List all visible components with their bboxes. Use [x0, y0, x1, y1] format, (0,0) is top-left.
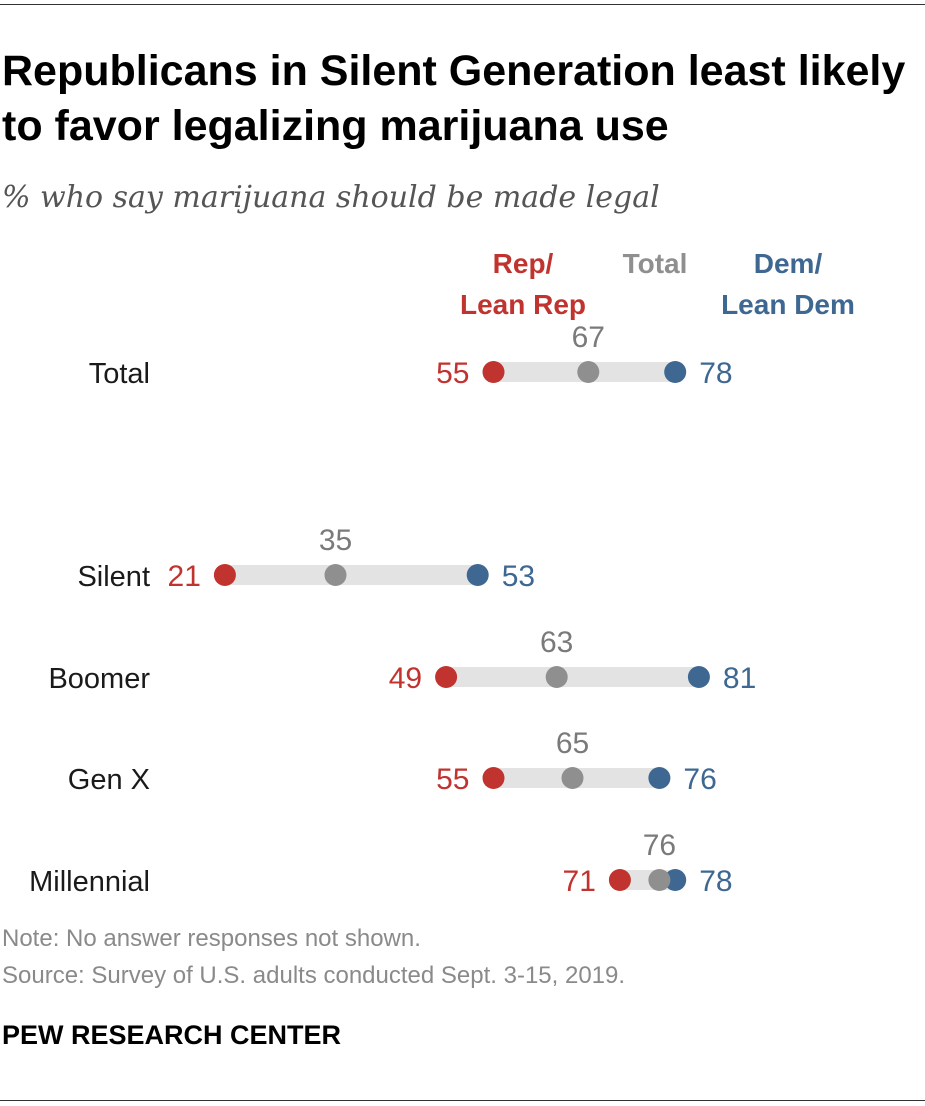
total-dot-boomer — [545, 666, 568, 688]
total-value-silent: 35 — [319, 524, 352, 557]
dem-dot-gen-x — [648, 767, 671, 789]
dem-value-silent: 53 — [502, 560, 535, 593]
category-label-millennial: Millennial — [29, 866, 150, 898]
dem-value-millennial: 78 — [699, 865, 732, 898]
dem-value-gen-x: 76 — [683, 763, 716, 796]
dem-dot-total — [664, 361, 687, 383]
rep-value-silent: 21 — [168, 560, 201, 593]
rep-dot-silent — [213, 564, 236, 586]
total-dot-total — [577, 361, 600, 383]
rep-dot-millennial — [608, 869, 631, 891]
rep-value-boomer: 49 — [389, 662, 422, 695]
dem-dot-boomer — [687, 666, 710, 688]
chart-source: Source: Survey of U.S. adults conducted … — [2, 962, 626, 989]
total-value-millennial: 76 — [643, 829, 676, 862]
legend-label-rep: Rep/ — [493, 248, 554, 279]
legend-label-dem: Lean Dem — [721, 289, 855, 320]
chart-title: Republicans in Silent Generation least l… — [2, 47, 906, 150]
dem-value-total: 78 — [699, 357, 732, 390]
brand-logo: PEW RESEARCH CENTER — [2, 1020, 342, 1050]
rep-dot-boomer — [435, 666, 458, 688]
legend-label-dem: Dem/ — [754, 248, 823, 279]
dem-value-boomer: 81 — [723, 662, 756, 695]
chart-note: Note: No answer responses not shown. — [2, 925, 421, 952]
dem-dot-silent — [466, 564, 489, 586]
dot-chart: Rep/Lean Rep Total Dem/Lean Dem Total 55 78 67… — [29, 248, 855, 898]
total-dot-millennial — [648, 869, 671, 891]
rep-value-gen-x: 55 — [436, 763, 469, 796]
dem-dot-millennial — [664, 869, 687, 891]
legend-label-rep: Lean Rep — [460, 289, 586, 320]
rep-dot-total — [482, 361, 505, 383]
total-value-gen-x: 65 — [556, 727, 589, 760]
rep-dot-gen-x — [482, 767, 505, 789]
bottom-rule — [0, 1100, 925, 1101]
rep-value-total: 55 — [436, 357, 469, 390]
total-dot-gen-x — [561, 767, 584, 789]
category-label-boomer: Boomer — [48, 663, 150, 695]
total-dot-silent — [324, 564, 347, 586]
category-label-silent: Silent — [77, 561, 150, 593]
chart-subtitle: % who say marijuana should be made legal — [2, 180, 660, 215]
total-value-total: 67 — [572, 321, 605, 354]
rep-value-millennial: 71 — [563, 865, 596, 898]
top-rule — [0, 4, 925, 5]
legend-label-total: Total — [623, 248, 688, 279]
category-label-gen-x: Gen X — [68, 764, 150, 796]
category-label-total: Total — [89, 358, 150, 390]
total-value-boomer: 63 — [540, 626, 573, 659]
